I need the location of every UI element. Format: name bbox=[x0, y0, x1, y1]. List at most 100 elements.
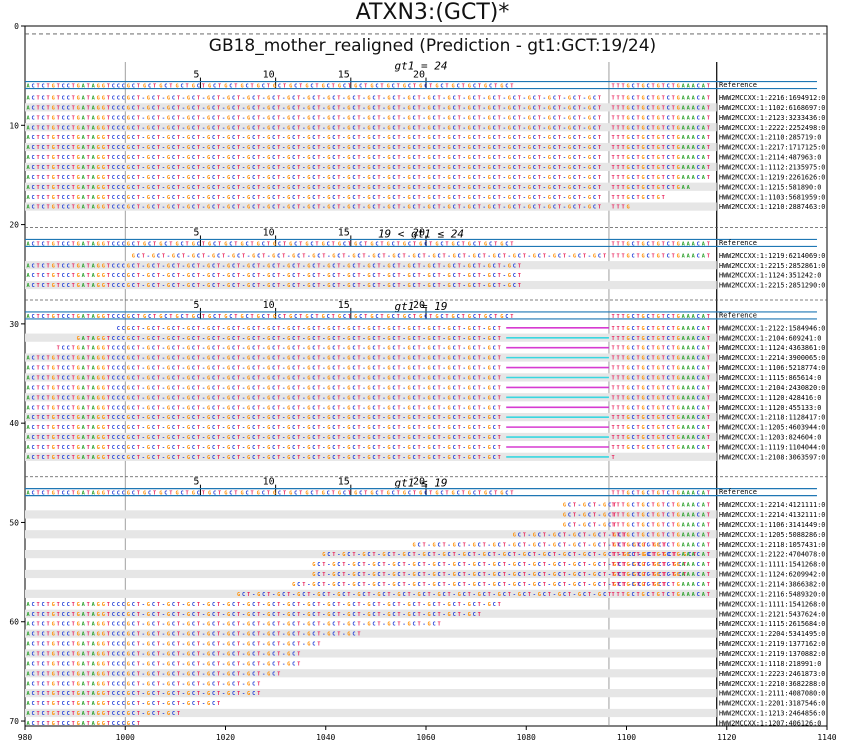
read-row-band bbox=[25, 589, 717, 598]
read-name: HWW2MCCXX:1:2104:609241:0 bbox=[719, 334, 821, 342]
read-name: HWW2MCCXX:1:1205:4603944:0 bbox=[719, 424, 825, 432]
repeat-tick-label: 20 bbox=[413, 227, 425, 238]
repeat-tick-label: 5 bbox=[193, 477, 199, 488]
read-name: HWW2MCCXX:1:1112:2135975:0 bbox=[719, 163, 825, 171]
repeat-tick-label: 10 bbox=[263, 70, 275, 81]
read-row-band bbox=[25, 162, 717, 171]
x-tick-label: 1140 bbox=[817, 733, 836, 742]
read-row-band bbox=[25, 373, 717, 382]
reference-label: Reference bbox=[719, 311, 757, 319]
repeat-tick-label: 20 bbox=[413, 300, 425, 311]
read-row-band bbox=[25, 393, 717, 402]
repeat-tick-label: 20 bbox=[413, 477, 425, 488]
x-tick-label: 1120 bbox=[717, 733, 736, 742]
read-name: HWW2MCCXX:1:1210:2887463:0 bbox=[719, 203, 825, 211]
read-name: HWW2MCCXX:1:2204:5341495:0 bbox=[719, 630, 825, 638]
read-panel-4: gt1 ≤ 195 10 15 20A C T C T G T C C T G A T A G G T C C C G C T G C… bbox=[25, 476, 827, 728]
read-name: HWW2MCCXX:1:2201:3187546:0 bbox=[719, 700, 825, 708]
read-name: HWW2MCCXX:1:1213:2464856:0 bbox=[719, 710, 825, 718]
read-panel-2: 19 < gt1 ≤ 24 5 10 15 20 A C T C T G T C C T G A T A G G T C C C… bbox=[25, 227, 827, 290]
y-tick-label: 60 bbox=[9, 618, 19, 627]
read-name: HWW2MCCXX:1:2222:2252498:0 bbox=[719, 124, 825, 132]
read-row-band bbox=[25, 629, 717, 638]
read-name: HWW2MCCXX:1:1203:824604:0 bbox=[719, 434, 821, 442]
read-name: HWW2MCCXX:1:2217:1717125:0 bbox=[719, 144, 825, 152]
read-name: HWW2MCCXX:1:1111:1541268:0 bbox=[719, 561, 825, 569]
read-name: HWW2MCCXX:1:1124:6209942:0 bbox=[719, 571, 825, 579]
read-name: HWW2MCCXX:1:1115:2615684:0 bbox=[719, 620, 825, 628]
read-name: HWW2MCCXX:1:2214:3900065:0 bbox=[719, 354, 825, 362]
x-tick-label: 1000 bbox=[116, 733, 135, 742]
read-name: HWW2MCCXX:1:1124:351242:0 bbox=[719, 272, 821, 280]
read-row-band bbox=[25, 689, 717, 698]
y-tick-label: 70 bbox=[9, 717, 19, 726]
repeat-tick-label: 5 bbox=[193, 300, 199, 311]
y-tick-label: 10 bbox=[9, 121, 19, 130]
read-name: HWW2MCCXX:1:2116:5489320:0 bbox=[719, 590, 825, 598]
read-row-band bbox=[25, 530, 717, 539]
read-panel-3: gt1 = 195 10 15 20A C T C T G T C C T G A T A G G T C C C G C T G C… bbox=[25, 299, 827, 461]
read-row-band bbox=[25, 103, 717, 112]
read-row-band bbox=[25, 649, 717, 658]
x-tick-label: 1100 bbox=[617, 733, 636, 742]
